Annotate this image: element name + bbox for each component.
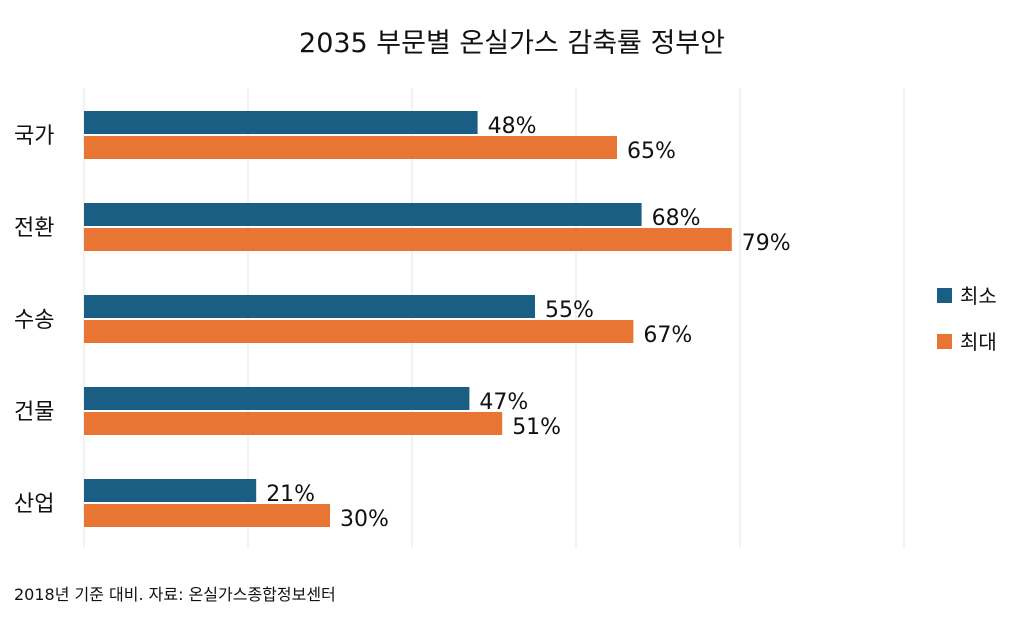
bar-min [84, 111, 478, 134]
bar-min [84, 203, 642, 226]
category-label: 산업 [14, 492, 54, 517]
bar-max [84, 136, 617, 159]
bar-max [84, 320, 634, 343]
data-label: 68% [652, 206, 701, 231]
footnote: 2018년 기준 대비. 자료: 온실가스종합정보센터 [14, 585, 336, 604]
bar-max [84, 504, 330, 527]
bar-min [84, 479, 257, 502]
legend-swatch [937, 334, 952, 349]
category-label: 건물 [14, 400, 54, 425]
bar-max [84, 412, 503, 435]
legend-label: 최소 [960, 284, 997, 308]
category-label: 전환 [14, 216, 54, 241]
category-label: 국가 [14, 124, 54, 149]
data-label: 55% [545, 298, 594, 323]
data-label: 65% [627, 139, 676, 164]
data-label: 30% [340, 507, 389, 532]
bar-min [84, 295, 535, 318]
legend-swatch [937, 288, 952, 303]
data-label: 67% [643, 323, 692, 348]
bar-max [84, 228, 732, 251]
data-label: 51% [512, 415, 561, 440]
chart-title: 2035 부문별 온실가스 감축률 정부안 [299, 28, 725, 59]
bars: 국가 48% 65% 전환 68% 79% 수송 55% 67% 건물 47%51% 산업 21% 30% [14, 111, 791, 532]
data-label: 48% [488, 114, 537, 139]
data-label: 21% [266, 482, 315, 507]
data-label: 79% [742, 231, 791, 256]
bar-min [84, 387, 470, 410]
legend-label: 최대 [960, 330, 997, 354]
data-label: 47% [479, 390, 528, 415]
category-label: 수송 [14, 308, 54, 333]
